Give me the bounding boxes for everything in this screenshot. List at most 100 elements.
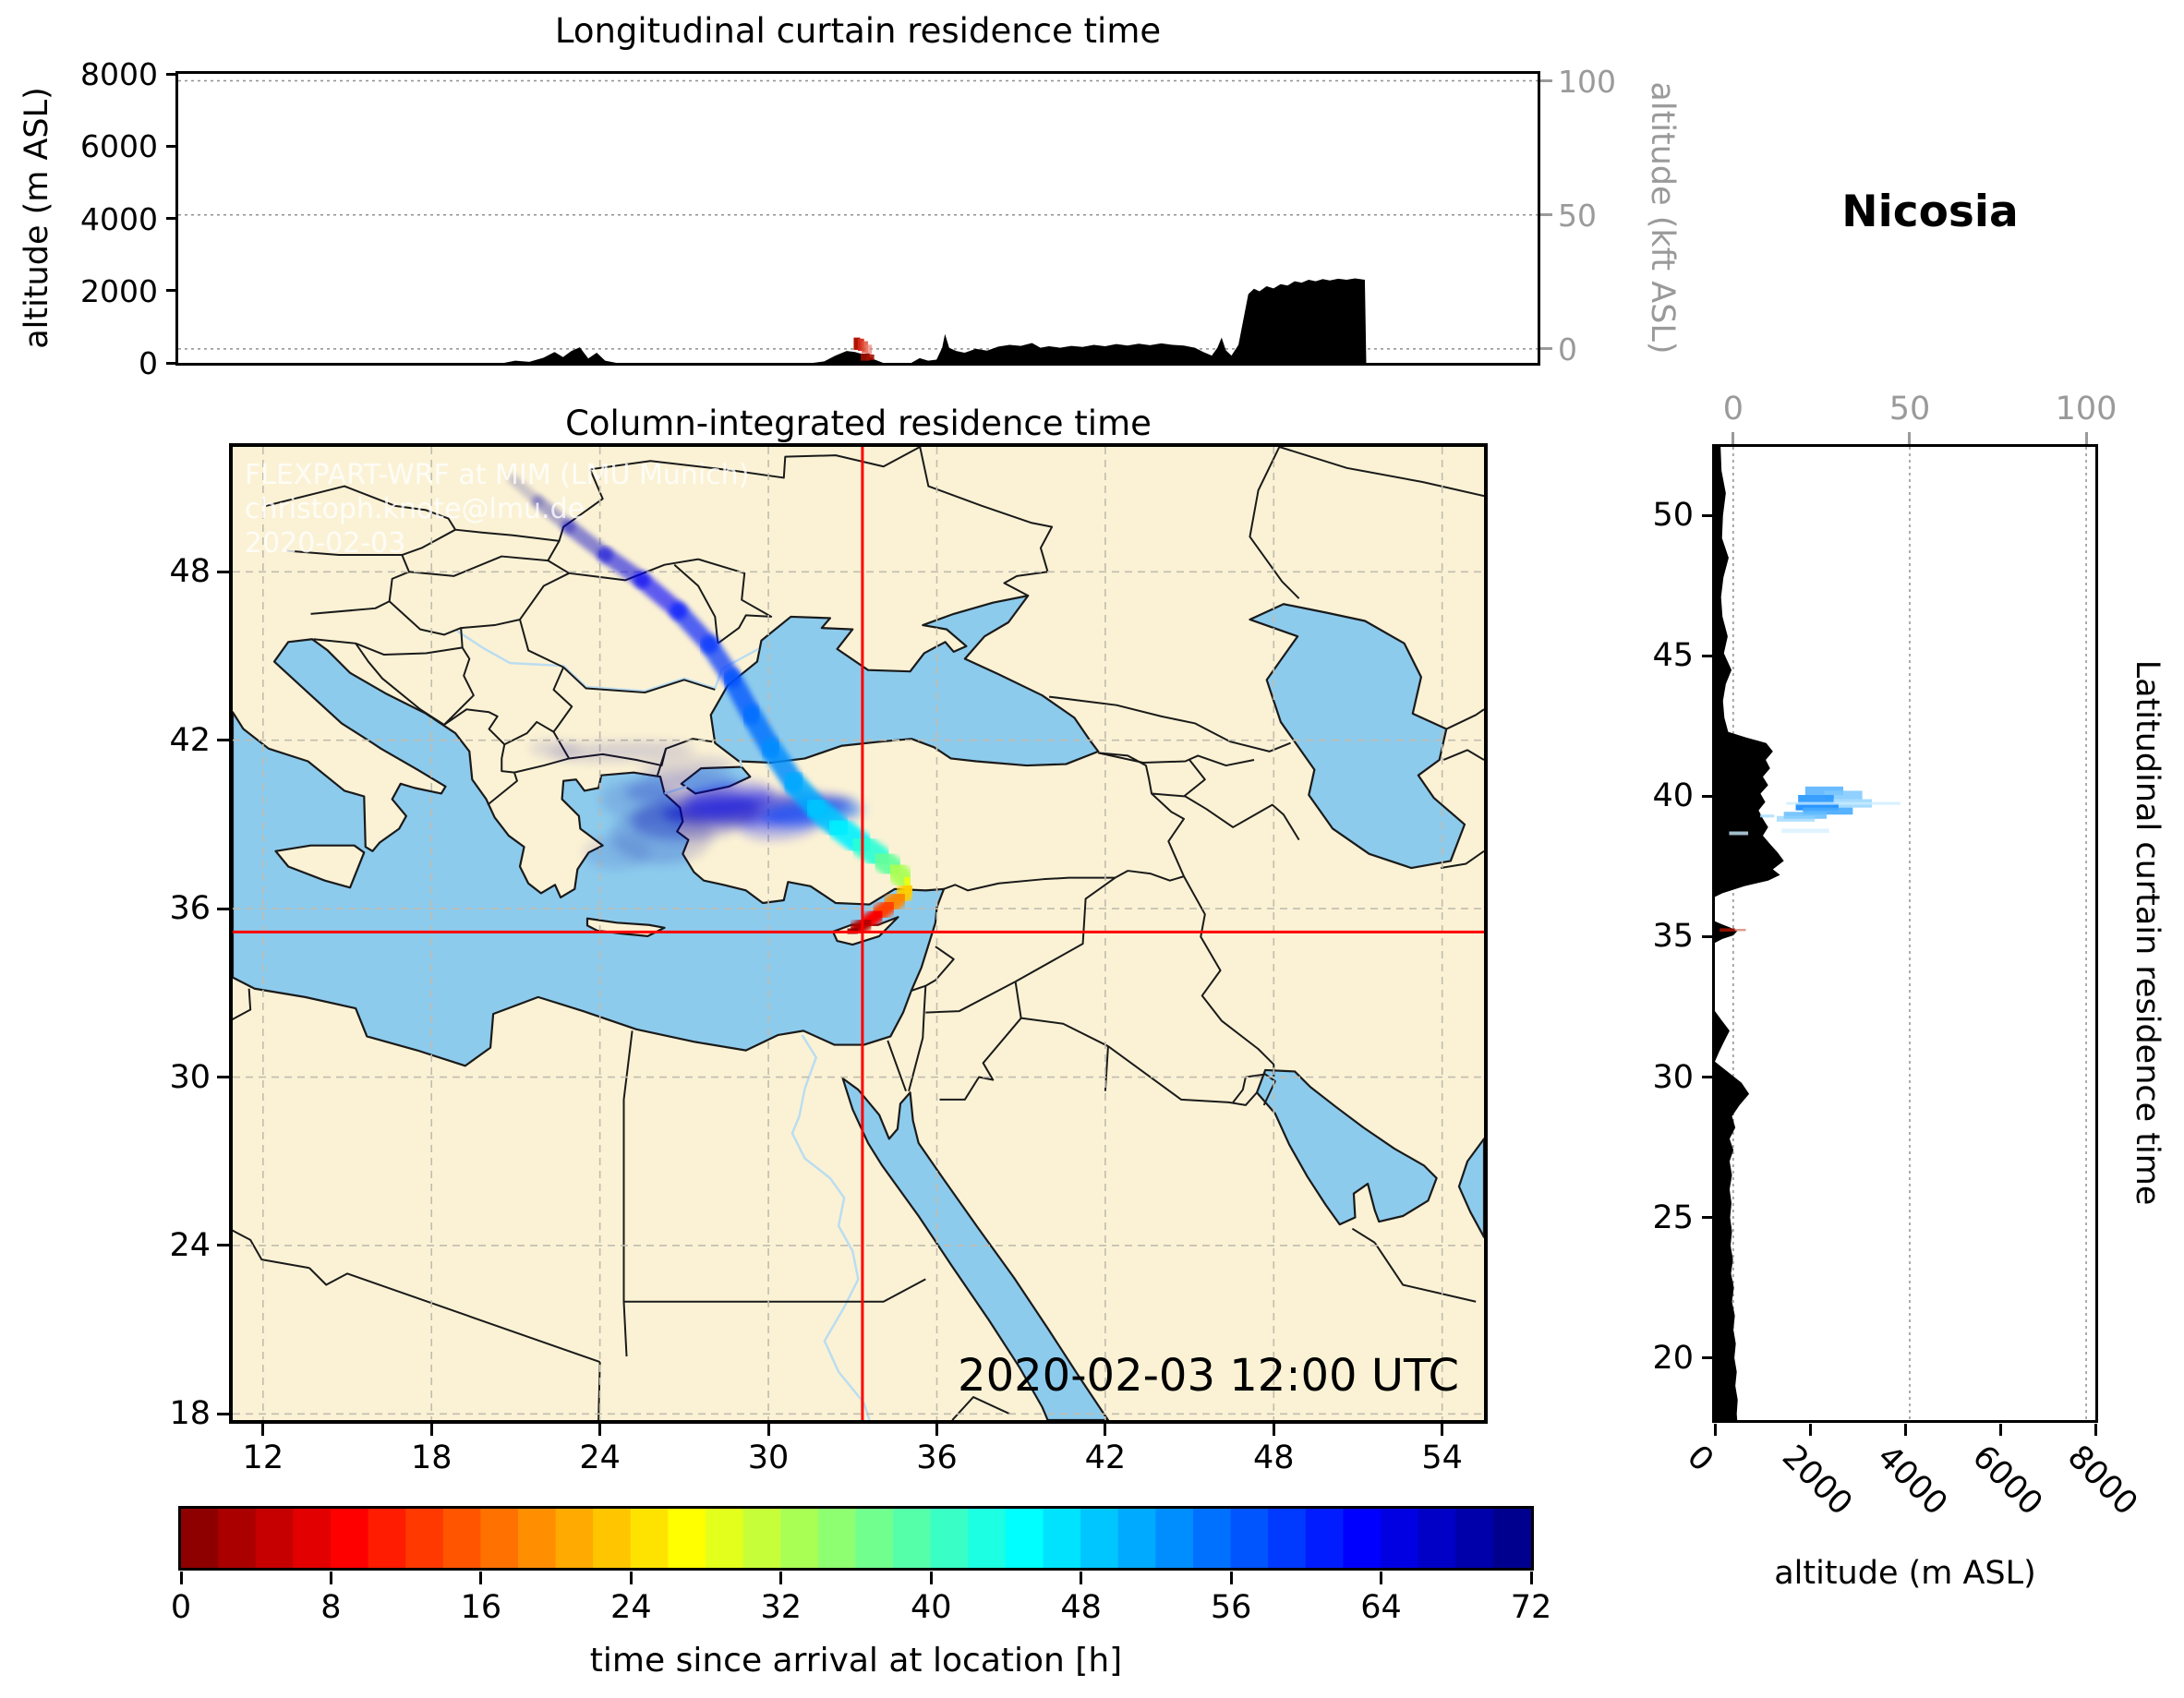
colorbar-segment [1193, 1509, 1232, 1568]
map-title: Column-integrated residence time [565, 403, 1152, 443]
tick-mark [1903, 1424, 1907, 1436]
rp-ytick-label: 50 [1652, 497, 1694, 535]
map-xtick-label: 24 [579, 1439, 621, 1476]
colorbar-tick-label: 0 [170, 1589, 192, 1626]
curtain-residence-bar [1729, 831, 1749, 836]
tick-mark [166, 217, 178, 220]
map-xtick-label: 54 [1421, 1439, 1463, 1476]
country-border [552, 667, 573, 733]
rp-ytick-label: 25 [1652, 1198, 1694, 1236]
tick-mark [217, 739, 229, 742]
tick-mark [479, 1572, 483, 1584]
colorbar-segment [180, 1509, 220, 1568]
country-border [1445, 708, 1485, 730]
colorbar-segment [668, 1509, 707, 1568]
colorbar-segment [893, 1509, 932, 1568]
terrain-profile [178, 278, 1538, 363]
top-curtain-panel [175, 71, 1540, 366]
country-border [1098, 752, 1255, 767]
colorbar-tick-label: 24 [610, 1589, 652, 1626]
tick-mark [1441, 1424, 1444, 1436]
colorbar-segment [255, 1509, 295, 1568]
tick-mark [929, 1572, 933, 1584]
colorbar-tick-label: 8 [320, 1589, 342, 1626]
colorbar-label: time since arrival at location [h] [589, 1642, 1123, 1680]
right-panel-xlabel: altitude (m ASL) [1774, 1555, 2036, 1592]
tick-mark [217, 1244, 229, 1247]
country-border [1442, 749, 1485, 761]
colorbar-panel [178, 1506, 1534, 1571]
watermark-line: christoph.knote@lmu.de [245, 493, 585, 525]
colorbar-segment [442, 1509, 482, 1568]
sea-red_sea [841, 1077, 1110, 1422]
colorbar-tick-label: 16 [460, 1589, 502, 1626]
tick-mark [261, 1424, 265, 1436]
tick-mark [1732, 432, 1735, 444]
curtain-residence-bar [1795, 803, 1839, 811]
lat-curtain-plot [1715, 447, 2087, 1420]
tick-mark [429, 1424, 433, 1436]
tick-mark [179, 1572, 183, 1584]
tick-mark [217, 907, 229, 910]
rp-xtick-label: 0 [1679, 1438, 1720, 1479]
top-ytick-right-label: 100 [1558, 63, 1616, 100]
top-curtain-plot [178, 79, 1538, 363]
colorbar-segment [630, 1509, 670, 1568]
country-border [1183, 875, 1275, 1078]
residence-plume-blob [684, 782, 774, 816]
rp-ytick-label: 35 [1652, 918, 1694, 956]
tick-mark [1229, 1572, 1233, 1584]
sea-persian_gulf [1255, 1068, 1438, 1226]
country-border [513, 757, 570, 774]
rp-xtick-label: 6000 [1964, 1438, 2050, 1523]
colorbar-segment [1455, 1509, 1494, 1568]
tick-mark [166, 289, 178, 293]
colorbar-segment [555, 1509, 595, 1568]
country-border [623, 1278, 926, 1303]
country-border [286, 528, 456, 557]
arrival-residence-mark [865, 344, 873, 356]
colorbar-segment [1305, 1509, 1345, 1568]
tick-mark [166, 361, 178, 365]
tick-mark [779, 1572, 783, 1584]
country-border [308, 1267, 600, 1364]
river-line [790, 1034, 871, 1421]
rp-ytick-label: 30 [1652, 1058, 1694, 1096]
map-timestamp: 2020-02-03 12:00 UTC [958, 1350, 1459, 1402]
residence-plume-blob [583, 836, 651, 870]
tick-mark [1104, 1424, 1107, 1436]
river-line [455, 630, 760, 692]
arrival-residence-mark [862, 341, 868, 354]
right-panel-label: Latitudinal curtain residence time [2129, 659, 2166, 1206]
curtain-residence-bar [1734, 928, 1746, 932]
map-xtick-label: 42 [1084, 1439, 1127, 1476]
tick-mark [1272, 1424, 1275, 1436]
country-border [589, 446, 921, 479]
colorbar-segment [368, 1509, 407, 1568]
arrival-residence-mark [858, 338, 864, 352]
colorbar-segment [218, 1509, 257, 1568]
country-border [1183, 759, 1206, 798]
top-panel-title: Longitudinal curtain residence time [554, 11, 1162, 51]
sea-caspian [1249, 603, 1466, 870]
tick-mark [629, 1572, 633, 1584]
top-ytick-label: 0 [139, 345, 158, 381]
map-ytick-label: 36 [169, 890, 211, 928]
map-xtick-label: 48 [1253, 1439, 1295, 1476]
watermark-line: 2020-02-03 [245, 527, 406, 560]
top-ytick-label: 8000 [80, 56, 158, 92]
rp-ytick-label: 40 [1652, 777, 1694, 815]
country-border [1373, 1242, 1477, 1303]
country-border [697, 558, 773, 644]
curtain-residence-bar [1804, 786, 1844, 795]
tick-mark [766, 1424, 770, 1436]
colorbar-segment [742, 1509, 782, 1568]
map-xtick-label: 18 [410, 1439, 452, 1476]
colorbar-segment [855, 1509, 895, 1568]
colorbar-tick-label: 48 [1060, 1589, 1102, 1626]
curtain-residence-bar [1776, 815, 1816, 822]
residence-plume-blob [529, 740, 581, 757]
colorbar-tick-label: 40 [910, 1589, 952, 1626]
country-border [443, 646, 475, 726]
colorbar-segment [1117, 1509, 1157, 1568]
